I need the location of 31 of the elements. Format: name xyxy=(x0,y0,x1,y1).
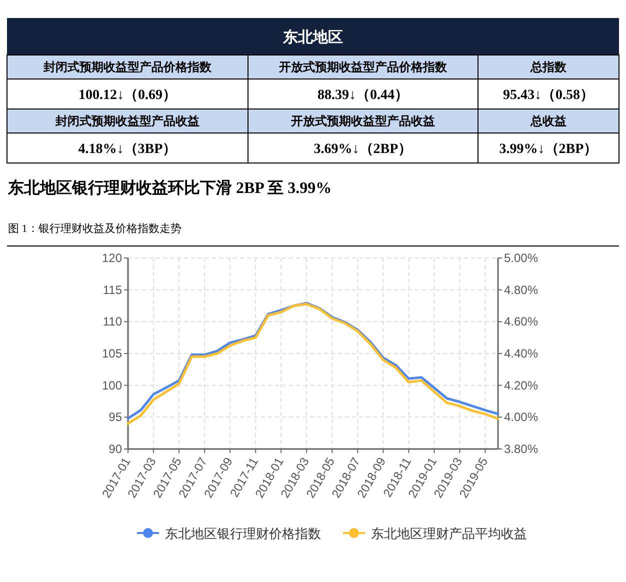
text: 95.43↓（0.58） xyxy=(503,88,594,103)
text: 封闭式预期收益型产品收益 xyxy=(54,114,200,128)
y-tick-label: 110 xyxy=(102,314,122,329)
y2-tick-label: 4.00% xyxy=(504,410,538,424)
text: 88.39↓（0.44） xyxy=(318,88,408,103)
y-tick-label: 115 xyxy=(102,282,122,297)
text: 开放式预期收益型产品收益 xyxy=(290,114,435,128)
text: 封闭式预期收益型产品价格指数 xyxy=(42,60,212,74)
legend-label: 东北地区理财产品平均收益 xyxy=(371,526,527,541)
text: 4.18%↓（3BP） xyxy=(78,142,177,157)
y2-tick-label: 3.80% xyxy=(504,442,538,456)
y2-tick-label: 4.80% xyxy=(504,282,538,297)
text: 总收益 xyxy=(530,114,566,128)
y2-tick-label: 5.00% xyxy=(504,251,538,265)
text: 东北地区 xyxy=(282,28,343,46)
text: 3.99%↓（2BP） xyxy=(499,142,598,157)
y2-tick-label: 4.40% xyxy=(504,346,538,360)
text: 3.69%↓（2BP） xyxy=(314,142,412,157)
chart-subtitle: 图 1：银行理财收益及价格指数走势 xyxy=(8,222,182,235)
y-tick-label: 100 xyxy=(102,378,122,392)
y-tick-label: 95 xyxy=(108,410,122,424)
legend-label: 东北地区银行理财价格指数 xyxy=(165,526,321,541)
text: 总指数 xyxy=(530,60,568,74)
y2-tick-label: 4.60% xyxy=(504,314,538,329)
text: 100.12↓（0.69） xyxy=(78,88,176,103)
text: 开放式预期收益型产品价格指数 xyxy=(278,60,448,74)
y-tick-label: 105 xyxy=(102,346,122,360)
y-tick-label: 120 xyxy=(102,251,122,265)
chart-title: 东北地区银行理财收益环比下滑 2BP 至 3.99% xyxy=(7,179,332,197)
y2-tick-label: 4.20% xyxy=(504,378,538,392)
y-tick-label: 90 xyxy=(108,442,122,456)
